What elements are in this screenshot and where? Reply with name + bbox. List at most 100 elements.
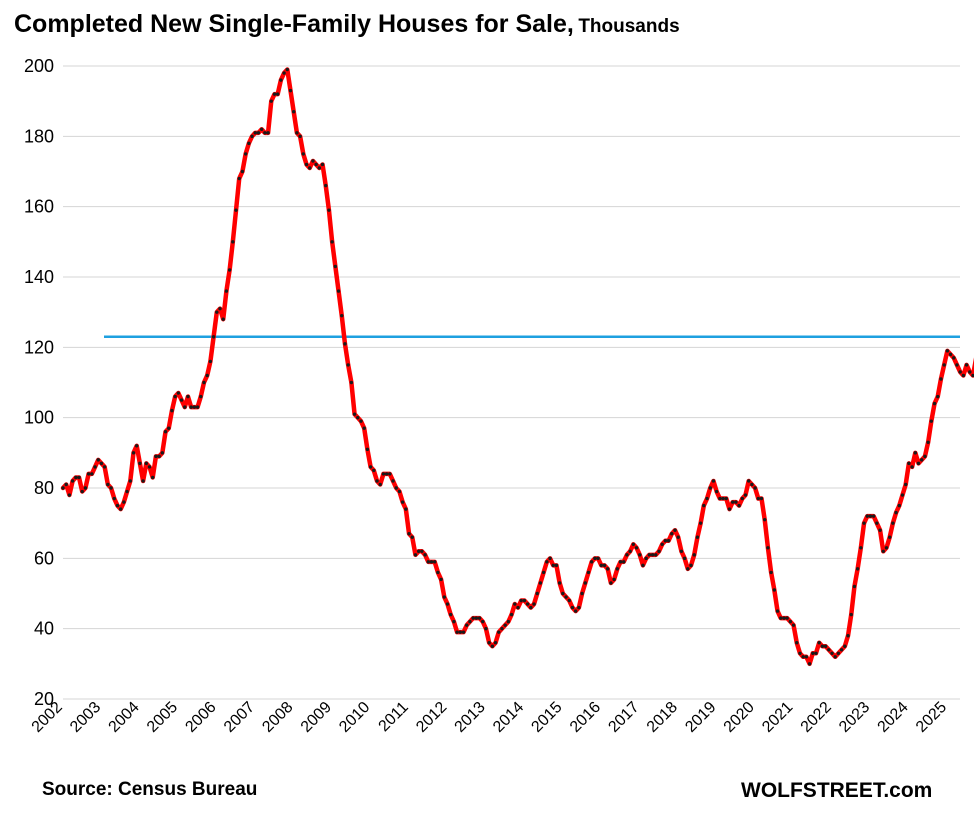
y-tick-label: 100 — [24, 408, 54, 428]
data-point — [554, 563, 559, 568]
data-point — [314, 162, 318, 167]
data-point — [881, 549, 885, 553]
data-point — [952, 356, 956, 360]
data-point — [817, 641, 821, 645]
data-point — [855, 567, 860, 571]
x-tick-label: 2006 — [182, 699, 219, 736]
data-point — [830, 651, 834, 655]
data-point — [282, 71, 286, 75]
data-point — [589, 560, 594, 564]
data-point — [926, 440, 930, 444]
x-tick-label: 2022 — [798, 699, 835, 736]
data-point — [599, 563, 603, 568]
data-point — [263, 131, 267, 135]
data-point — [247, 141, 251, 146]
data-point — [455, 630, 459, 634]
x-tick-label: 2025 — [913, 699, 950, 736]
data-point — [535, 591, 539, 596]
x-tick-label: 2010 — [336, 699, 373, 736]
data-point — [70, 479, 75, 483]
data-point — [814, 651, 818, 655]
data-point — [955, 363, 959, 367]
data-point — [923, 454, 927, 459]
data-point — [215, 310, 219, 314]
data-point — [90, 472, 94, 476]
y-tick-label: 200 — [24, 56, 54, 76]
chart-title: Completed New Single-Family Houses for S… — [14, 10, 680, 39]
data-point — [128, 479, 132, 483]
data-point — [801, 655, 805, 659]
data-point — [330, 240, 334, 244]
data-point — [115, 503, 120, 508]
data-point — [183, 405, 187, 409]
data-point — [474, 616, 479, 620]
x-tick-label: 2021 — [759, 699, 796, 736]
data-point — [135, 444, 139, 448]
data-point — [615, 567, 620, 571]
data-point — [564, 595, 568, 599]
data-point — [746, 479, 751, 483]
data-point — [836, 651, 841, 655]
data-point — [718, 496, 722, 501]
data-point — [766, 546, 770, 550]
data-point — [352, 412, 357, 416]
data-point — [227, 268, 232, 272]
data-point — [497, 630, 501, 634]
x-axis-ticks: 2002 2003 2004 2005 2006 2007 2008 2009 2010 2011… — [29, 699, 951, 736]
data-point — [167, 426, 171, 430]
data-point — [170, 408, 174, 413]
data-point — [811, 651, 815, 655]
data-point — [663, 539, 668, 543]
data-point — [340, 313, 344, 318]
data-point — [243, 152, 248, 156]
data-point — [516, 605, 520, 610]
data-point — [256, 131, 261, 135]
data-point — [964, 363, 969, 367]
data-point — [365, 447, 370, 452]
data-point — [388, 472, 392, 476]
data-point — [407, 532, 411, 536]
data-point — [109, 486, 113, 490]
data-point — [372, 468, 376, 473]
data-point — [968, 370, 972, 374]
x-tick-label: 2023 — [836, 699, 873, 736]
data-point — [208, 359, 213, 364]
data-point — [714, 489, 719, 494]
data-point — [750, 482, 754, 487]
data-point — [788, 619, 793, 624]
x-tick-label: 2007 — [221, 699, 258, 736]
data-point — [349, 380, 354, 385]
chart-title-unit: Thousands — [578, 16, 680, 37]
data-point — [936, 394, 940, 399]
data-point — [676, 535, 680, 539]
data-point — [798, 651, 802, 655]
data-point — [487, 641, 491, 645]
data-point — [654, 553, 658, 557]
data-point — [644, 556, 648, 561]
data-point — [211, 335, 216, 339]
data-point — [346, 363, 350, 367]
x-tick-label: 2024 — [875, 699, 912, 736]
data-point — [218, 306, 222, 311]
data-point — [596, 556, 600, 561]
data-point — [493, 641, 498, 645]
data-point — [141, 479, 145, 483]
data-point — [727, 507, 732, 511]
data-point — [205, 373, 209, 378]
data-point — [532, 602, 536, 606]
data-point — [362, 426, 366, 430]
data-point — [884, 546, 889, 550]
data-point — [772, 588, 777, 592]
data-point — [961, 373, 966, 378]
data-point — [916, 461, 921, 466]
data-point — [308, 166, 312, 170]
data-point — [650, 553, 655, 557]
data-point — [580, 591, 584, 596]
data-point — [759, 496, 764, 501]
data-point — [939, 377, 943, 381]
data-point — [545, 560, 549, 564]
data-point — [670, 532, 674, 536]
data-point — [878, 528, 882, 532]
data-point — [875, 521, 879, 525]
data-point — [102, 465, 107, 469]
